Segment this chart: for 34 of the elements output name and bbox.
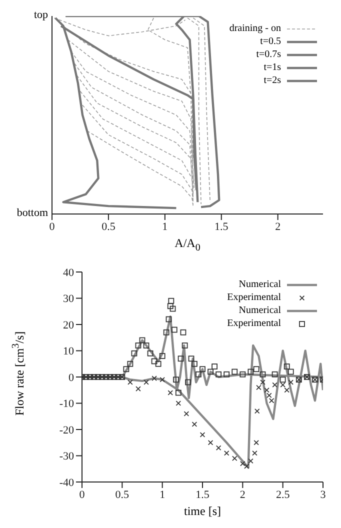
legend-label: t=1s: [264, 61, 281, 74]
legend-label: Numerical: [238, 278, 281, 291]
y-tick-label: -40: [59, 476, 74, 489]
x-tick-label: 1: [160, 488, 166, 501]
legend-label: Experimental: [227, 291, 281, 304]
x-tick-label: 0.5: [102, 220, 116, 233]
y-tick-label: 20: [63, 319, 74, 332]
legend-label: Experimental: [227, 317, 281, 330]
legend-label: t=0.7s: [256, 48, 281, 61]
x-tick-label: 0.5: [115, 488, 130, 501]
x-tick-label: 1: [162, 220, 168, 233]
y-tick-label: -20: [59, 424, 74, 436]
legend-label: draining - on: [229, 22, 281, 35]
y-tick-label: -30: [59, 450, 74, 463]
x-tick-label: 3: [320, 488, 326, 501]
legend-label: t=0.5: [260, 35, 281, 48]
y-tick-label: -10: [59, 398, 74, 410]
legend-label: Numerical: [238, 304, 281, 317]
x-tick-label: 1.5: [214, 220, 229, 233]
x-axis-title: time [s]: [183, 504, 222, 519]
x-tick-label: 2: [240, 488, 246, 501]
x-tick-label: 2.5: [276, 488, 290, 501]
legend-label: t=2s: [264, 74, 281, 87]
text: top: [34, 9, 48, 21]
y-tick-label: 0: [68, 372, 74, 384]
y-tick-label: 30: [63, 293, 74, 306]
y-tick-label: 10: [63, 346, 74, 358]
x-tick-label: 1.5: [196, 488, 210, 501]
x-tick-label: 2: [275, 220, 281, 233]
x-tick-label: 0: [79, 488, 86, 501]
x-axis-title: A/A$_{0}$: [174, 236, 202, 254]
x-tick-label: 0: [49, 220, 56, 233]
y-tick-label: 40: [63, 266, 74, 279]
text: bottom: [16, 207, 48, 219]
